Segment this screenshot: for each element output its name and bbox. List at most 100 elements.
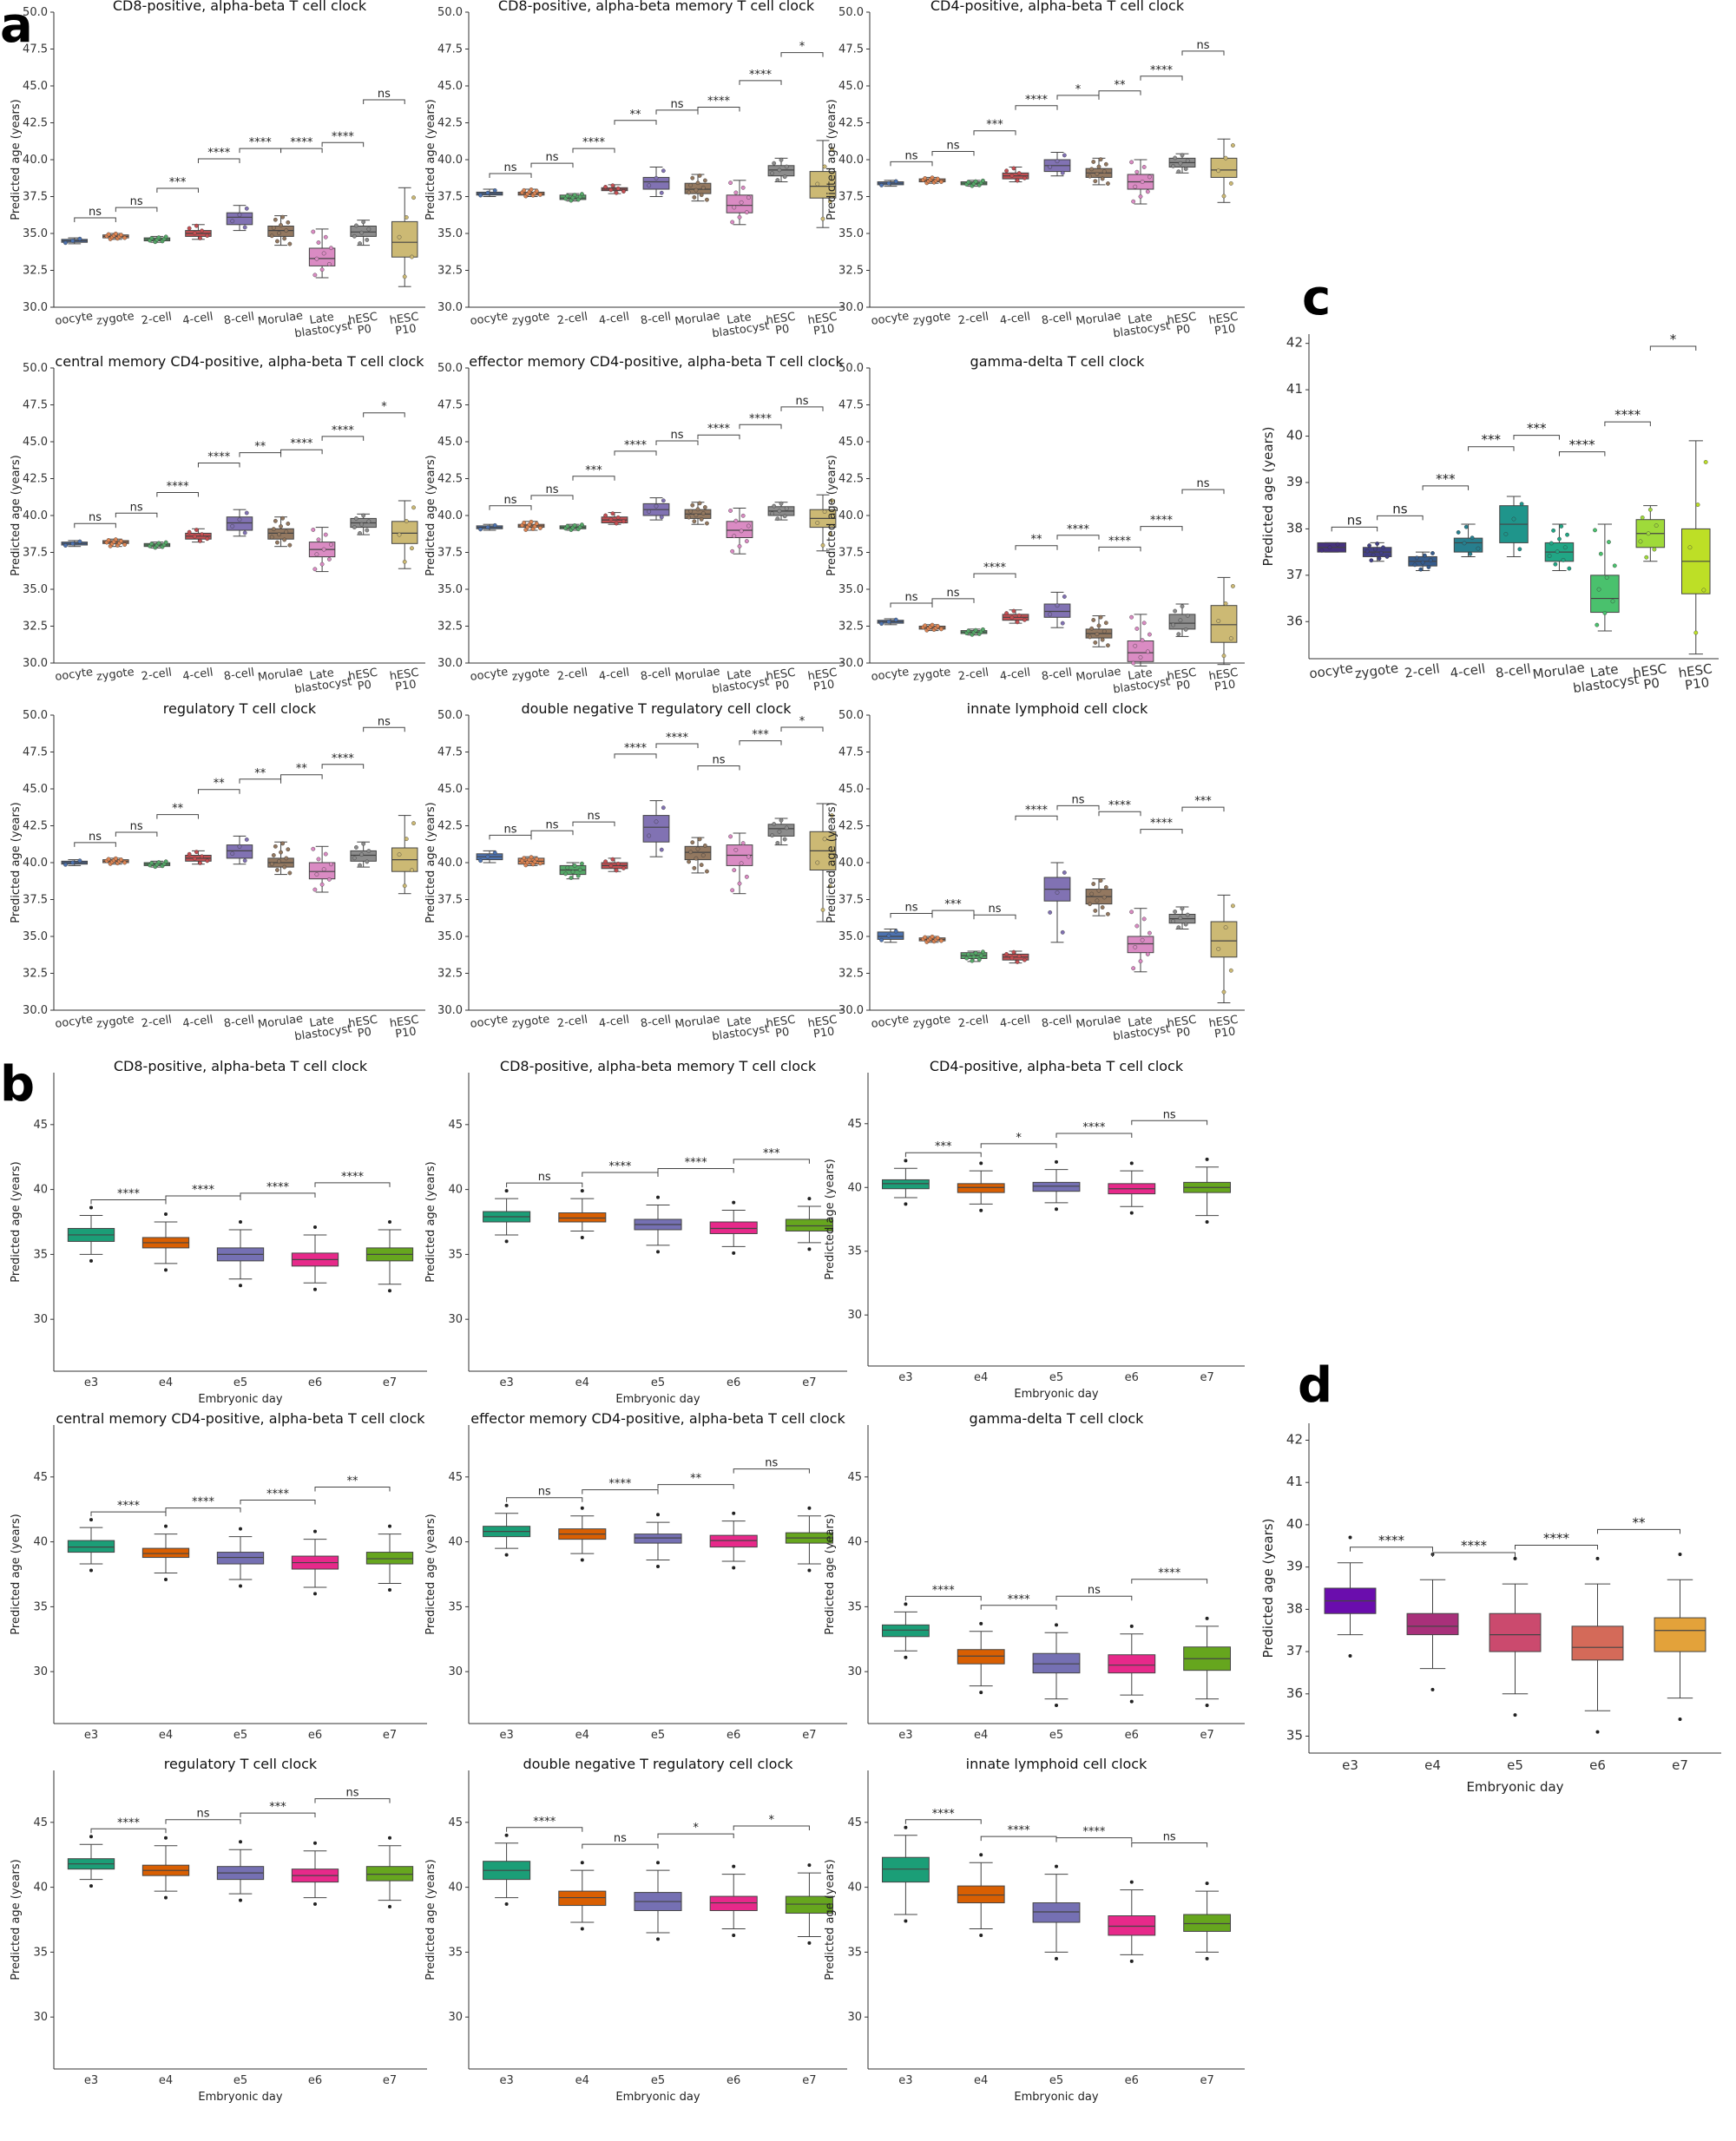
x-tick-label: hESCP10 — [807, 1014, 839, 1041]
x-tick-label: e4 — [159, 1376, 173, 1389]
box-e3 — [67, 1540, 115, 1553]
data-point — [1223, 925, 1228, 930]
outlier-point — [504, 1902, 509, 1907]
x-tick-label-part: e6 — [1125, 1729, 1139, 1742]
data-point — [359, 230, 365, 235]
data-point — [329, 862, 333, 867]
data-point — [694, 187, 699, 193]
data-point — [287, 241, 293, 246]
data-point — [1060, 929, 1065, 935]
data-point — [1695, 502, 1700, 508]
significance-label: ns — [946, 587, 959, 600]
y-tick-label: 37.5 — [23, 894, 48, 907]
data-point — [1430, 551, 1435, 555]
data-point — [534, 521, 539, 526]
data-point — [935, 176, 940, 181]
x-tick-label-part: P0 — [1175, 323, 1191, 338]
x-tick-label: oocyte — [871, 666, 911, 684]
significance-bracket — [165, 1819, 241, 1824]
data-point — [492, 188, 497, 193]
data-point — [565, 865, 570, 870]
significance-label: ns — [670, 429, 683, 442]
data-point — [119, 538, 123, 543]
x-tick-label-part: e3 — [499, 2074, 513, 2087]
outlier-point — [1055, 1207, 1058, 1212]
data-point — [286, 847, 291, 852]
outlier-point — [807, 1247, 812, 1251]
significance-bracket — [506, 1827, 583, 1832]
x-tick-label-part: Late — [726, 667, 752, 683]
x-tick-label: e3 — [898, 1371, 912, 1384]
data-point — [1091, 618, 1096, 622]
x-tick-label-part: oocyte — [871, 1013, 911, 1031]
x-tick-label-part: P0 — [1175, 679, 1191, 693]
data-point — [1011, 166, 1016, 171]
y-tick-label: 47.5 — [23, 746, 48, 759]
outlier-point — [89, 1205, 93, 1210]
x-tick-label-part: zygote — [511, 1013, 550, 1031]
data-point — [572, 193, 577, 198]
y-tick-label: 40 — [33, 1882, 48, 1895]
x-tick-label-part: Morulae — [1532, 660, 1586, 682]
outlier-point — [313, 1902, 317, 1907]
significance-label: **** — [117, 1500, 141, 1513]
data-point — [981, 949, 985, 955]
y-tick-label: 45 — [448, 1471, 463, 1484]
data-point — [1106, 181, 1110, 186]
data-point — [1221, 989, 1226, 995]
y-tick-label: 37.5 — [838, 191, 864, 204]
x-tick-label-part: P10 — [1684, 674, 1710, 693]
data-point — [699, 863, 704, 868]
significance-label: ns — [614, 1832, 627, 1845]
significance-label: ns — [670, 98, 683, 111]
significance-bracket — [156, 814, 199, 819]
box-Late-blastocyst — [308, 247, 336, 266]
data-point — [269, 233, 274, 239]
x-tick-label-part: e7 — [802, 1729, 816, 1742]
data-point — [286, 220, 291, 225]
outlier-point — [388, 1836, 391, 1840]
y-tick-label: 41 — [1286, 381, 1303, 397]
significance-label: **** — [533, 1816, 556, 1829]
data-point — [702, 843, 707, 848]
data-point — [939, 180, 944, 184]
data-point — [577, 867, 582, 872]
data-point — [1652, 547, 1657, 552]
data-point — [149, 542, 155, 547]
data-point — [1223, 601, 1228, 606]
data-point — [1009, 174, 1015, 178]
x-tick-label: e3 — [499, 1729, 513, 1742]
data-point — [654, 503, 659, 509]
x-tick-label: 8-cell — [1495, 660, 1532, 681]
data-point — [284, 228, 289, 233]
significance-bracket — [90, 1511, 167, 1517]
y-tick-label: 30.0 — [23, 1004, 48, 1017]
outlier-point — [388, 1524, 391, 1528]
significance-bracket — [1056, 535, 1100, 540]
x-tick-label: oocyte — [55, 666, 95, 684]
significance-label: *** — [1194, 795, 1212, 808]
data-point — [603, 185, 608, 189]
data-point — [1060, 170, 1065, 175]
x-tick-label-part: e7 — [383, 1376, 397, 1389]
x-tick-label-part: 2-cell — [141, 1014, 173, 1031]
significance-bracket — [321, 141, 365, 148]
data-point — [1048, 910, 1053, 915]
significance-bracket — [1098, 811, 1141, 817]
data-point — [981, 627, 985, 632]
data-point — [1687, 545, 1693, 550]
data-point — [1140, 180, 1145, 184]
significance-label: ** — [690, 1473, 702, 1486]
x-tick-label-part: e5 — [651, 2074, 665, 2087]
data-point — [1428, 558, 1433, 562]
x-tick-label: hESCP10 — [1208, 311, 1240, 338]
data-point — [1145, 649, 1150, 654]
x-tick-label-part: 2-cell — [141, 311, 173, 328]
outlier-point — [239, 1527, 242, 1531]
significance-label: * — [799, 41, 806, 54]
data-point — [782, 514, 787, 519]
y-tick-label: 50.0 — [23, 709, 48, 722]
x-axis-label: Embryonic day — [615, 2091, 700, 2104]
data-point — [733, 847, 739, 852]
data-point — [737, 544, 742, 548]
